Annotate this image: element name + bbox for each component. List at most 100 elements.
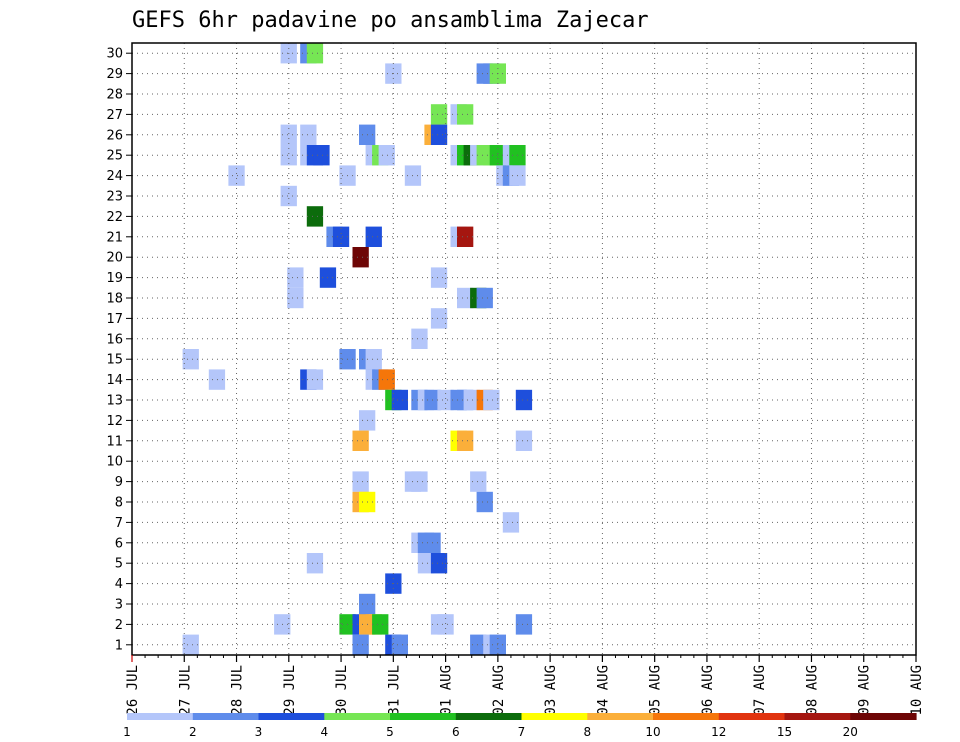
cell-member-2-104	[437, 614, 454, 635]
legend-label-6: 6	[452, 725, 460, 739]
legend-label-5: 5	[386, 725, 394, 739]
y-tick-label-27: 27	[106, 108, 123, 123]
x-tick-label-9: 04 AUG	[595, 665, 611, 716]
cell-member-20-44	[352, 247, 369, 268]
y-tick-label-17: 17	[106, 312, 123, 327]
cell-member-5-94	[430, 553, 448, 574]
y-tick-label-15: 15	[106, 353, 123, 368]
legend-swatch-1	[127, 713, 194, 720]
x-tick-label-7: 02 AUG	[491, 665, 507, 716]
y-tick-label-13: 13	[106, 394, 123, 409]
cell-member-11-80	[515, 430, 533, 451]
legend-label-7: 7	[518, 725, 526, 739]
legend-swatch-2	[192, 713, 260, 720]
cell-member-1-106	[182, 634, 199, 655]
cell-member-16-53	[411, 328, 428, 349]
cell-member-14-60	[306, 369, 324, 390]
cell-member-18-48	[287, 287, 304, 309]
y-tick-label-1: 1	[115, 638, 123, 653]
legend: 1 2 3 4 5 6 7 8 10 12 15 20	[123, 713, 917, 739]
x-tick-label-4: 30 JUL	[334, 665, 350, 716]
y-axis: 1234567891011121314151617181920212223242…	[106, 47, 132, 653]
x-tick-label-11: 06 AUG	[700, 665, 716, 716]
legend-swatch-11	[784, 713, 851, 720]
cell-member-5-92	[306, 553, 324, 574]
cell-member-26-10	[280, 124, 297, 145]
cell-member-15-57	[365, 349, 382, 370]
y-tick-label-10: 10	[106, 455, 123, 470]
x-tick-label-1: 27 JUL	[177, 665, 193, 716]
cell-member-7-88	[502, 512, 520, 533]
cell-member-19-45	[287, 267, 304, 288]
cell-member-14-63	[378, 369, 395, 390]
x-tick-label-5: 31 JUL	[386, 665, 402, 716]
cell-member-21-43	[457, 226, 474, 247]
legend-label-2: 2	[189, 725, 197, 739]
y-tick-label-12: 12	[106, 414, 123, 429]
y-tick-label-7: 7	[115, 516, 123, 531]
cell-member-9-84	[352, 471, 369, 492]
y-tick-label-24: 24	[106, 169, 123, 184]
cells-layer	[182, 43, 533, 655]
y-tick-label-21: 21	[106, 230, 123, 245]
cell-member-8-87	[476, 491, 493, 513]
cell-member-13-72	[463, 389, 480, 411]
y-tick-label-18: 18	[106, 292, 123, 307]
legend-label-12: 20	[843, 725, 858, 739]
x-tick-label-0: 26 JUL	[125, 665, 141, 716]
cell-member-9-82	[411, 471, 428, 492]
cell-member-1-110	[470, 634, 487, 655]
cell-member-27-9	[457, 104, 474, 125]
legend-swatch-3	[258, 713, 325, 720]
x-tick-label-2: 28 JUL	[230, 665, 246, 716]
x-tick-label-3: 29 JUL	[282, 665, 298, 716]
cell-member-13-75	[515, 389, 533, 411]
y-tick-label-6: 6	[115, 536, 123, 551]
cell-member-2-105	[515, 614, 533, 635]
cell-member-11-77	[352, 430, 369, 451]
cell-member-13-74	[483, 389, 500, 411]
cell-member-15-54	[182, 349, 199, 370]
cell-member-19-47	[430, 267, 448, 288]
cell-member-22-38	[306, 206, 324, 227]
legend-swatch-6	[455, 713, 523, 720]
cell-member-27-7	[430, 104, 448, 125]
legend-label-9: 10	[645, 725, 660, 739]
legend-swatch-7	[521, 713, 588, 720]
y-tick-label-22: 22	[106, 210, 123, 225]
y-tick-label-29: 29	[106, 67, 123, 82]
cell-member-11-79	[457, 430, 474, 451]
cell-member-26-11	[300, 124, 317, 145]
cell-member-1-109	[391, 634, 408, 655]
legend-label-4: 4	[320, 725, 328, 739]
y-tick-label-14: 14	[106, 373, 123, 388]
cell-member-17-52	[430, 308, 448, 329]
cell-member-9-83	[470, 471, 487, 492]
y-tick-label-11: 11	[106, 434, 123, 449]
y-tick-label-3: 3	[115, 598, 123, 613]
legend-label-11: 15	[777, 725, 792, 739]
cell-member-25-18	[313, 145, 330, 166]
cell-member-25-21	[378, 145, 395, 166]
cell-member-14-58	[208, 369, 226, 390]
legend-swatch-9	[653, 713, 720, 720]
cell-member-24-31	[228, 165, 245, 186]
cell-member-2-102	[372, 614, 389, 635]
y-tick-label-2: 2	[115, 618, 123, 633]
y-tick-label-28: 28	[106, 88, 123, 103]
gridlines	[132, 43, 916, 655]
cell-member-18-49	[457, 287, 474, 309]
legend-label-3: 3	[255, 725, 263, 739]
legend-label-10: 12	[711, 725, 726, 739]
cell-member-5-93	[417, 553, 435, 574]
legend-swatch-8	[587, 713, 654, 720]
x-tick-label-14: 09 AUG	[857, 665, 873, 716]
cell-member-21-40	[332, 226, 350, 247]
y-tick-label-23: 23	[106, 190, 123, 205]
y-tick-label-4: 4	[115, 577, 123, 592]
y-tick-label-26: 26	[106, 128, 123, 143]
cell-member-13-69	[437, 389, 454, 411]
x-tick-label-8: 03 AUG	[543, 665, 559, 716]
cell-member-21-41	[365, 226, 382, 247]
